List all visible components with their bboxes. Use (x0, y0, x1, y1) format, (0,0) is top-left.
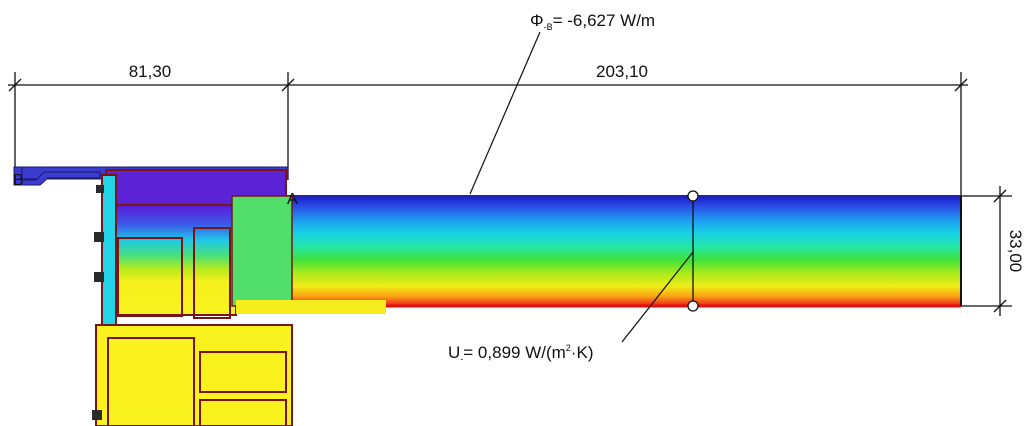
u-leader-line (621, 251, 694, 343)
u-symbol: U (448, 343, 460, 362)
u-measurement-point-top (687, 190, 699, 202)
glazing-panel (232, 196, 961, 306)
u-measurement-point-bottom (687, 300, 699, 312)
frame-clip-3 (96, 185, 104, 193)
u-superscript: 2 (566, 343, 571, 353)
frame-clip-4 (92, 410, 102, 420)
glass-edge-spacer (231, 195, 293, 307)
point-a-label: A (287, 191, 298, 208)
frame-cavity-1 (117, 237, 183, 317)
frame-clip-1 (94, 232, 104, 242)
cover-plate-return (13, 166, 101, 186)
u-value-annotation: U-= 0,899 W/(m2·K) (448, 343, 593, 364)
frame-body (105, 204, 237, 316)
dimension-left-label: 81,30 (129, 62, 172, 81)
dimension-right-label: 203,10 (596, 62, 648, 81)
frame-cavity-2 (193, 227, 231, 319)
dimension-thickness-label: 33,00 (1006, 230, 1025, 273)
flux-symbol: Φ (530, 11, 544, 30)
u-value-prefix: = 0,899 W/(m (463, 343, 566, 362)
point-b-label: B (13, 172, 24, 189)
frame-warm-region (236, 300, 386, 314)
u-subscript: - (460, 354, 463, 364)
flux-value: = -6,627 W/m (553, 11, 656, 30)
lower-sash-cavity-bottom (199, 399, 287, 426)
dimension-lines (8, 72, 1012, 316)
flux-annotation: Φ-B= -6,627 W/m (530, 11, 655, 32)
lower-sash-cavity-right (199, 351, 287, 393)
flux-leader-line (469, 31, 541, 195)
frame-clip-2 (94, 272, 104, 282)
lower-sash-cavity-left (107, 337, 195, 426)
window-frame-profile (13, 166, 386, 426)
flux-subscript: -B (544, 22, 553, 32)
u-value-suffix: ·K) (571, 343, 594, 362)
